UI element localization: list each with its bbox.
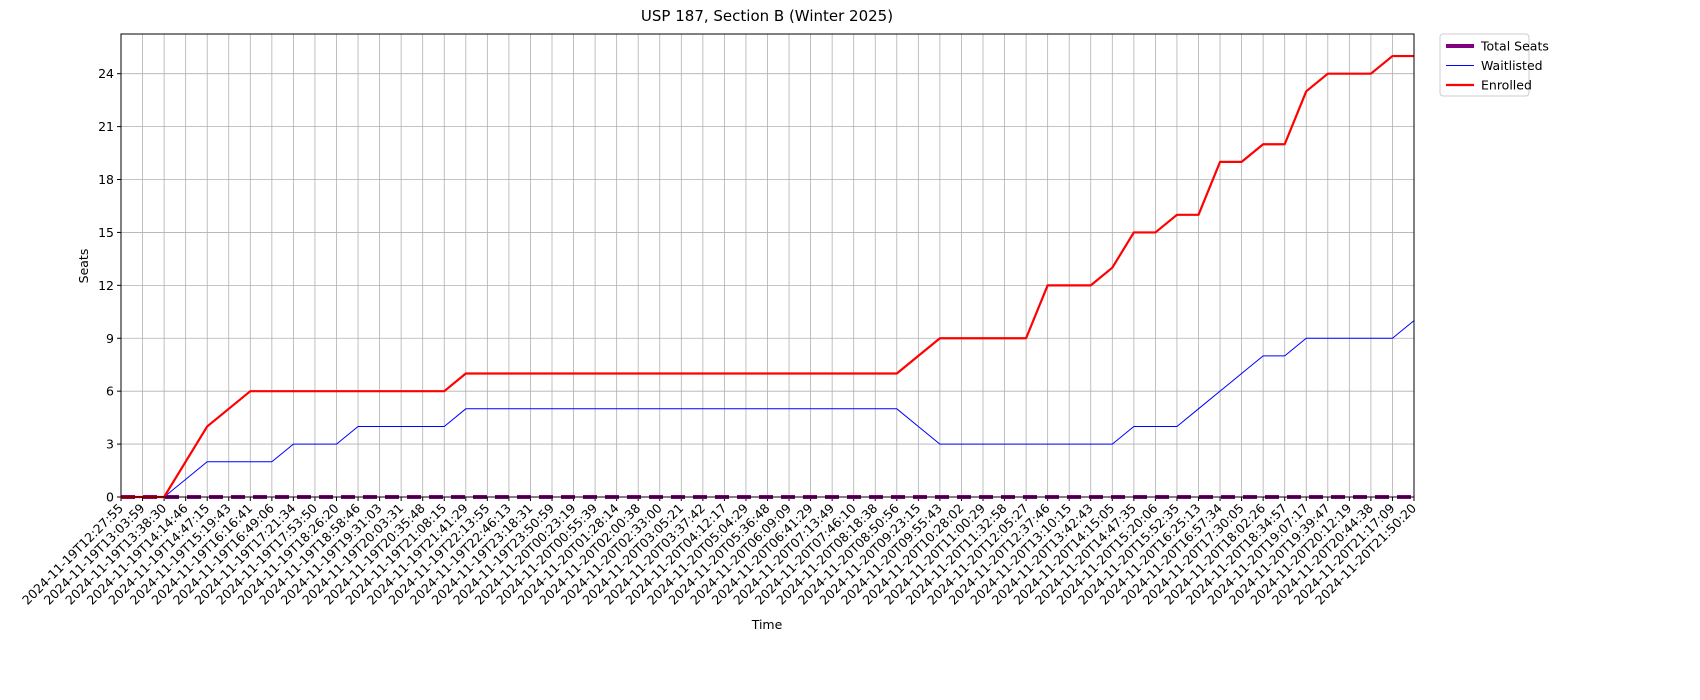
y-tick-label: 6 [106, 384, 114, 399]
legend-box [1439, 33, 1530, 97]
y-tick-label: 15 [98, 225, 114, 240]
legend-label: Waitlisted [1481, 58, 1543, 73]
y-tick-label: 3 [106, 437, 114, 452]
y-tick-label: 12 [98, 278, 114, 293]
y-tick-label: 9 [106, 331, 114, 346]
legend-label: Enrolled [1481, 78, 1532, 93]
legend-label: Total Seats [1480, 39, 1549, 54]
y-tick-label: 24 [98, 66, 114, 81]
y-tick-label: 18 [98, 172, 114, 187]
series-line [121, 54, 1414, 499]
chart-title: USP 187, Section B (Winter 2025) [641, 7, 893, 25]
y-axis-label: Seats [76, 249, 91, 284]
series-line [121, 320, 1415, 498]
plot-frame [120, 33, 1415, 498]
y-tick-label: 0 [106, 490, 114, 505]
y-tick-label: 21 [98, 119, 114, 134]
x-axis-label: Time [751, 617, 783, 632]
